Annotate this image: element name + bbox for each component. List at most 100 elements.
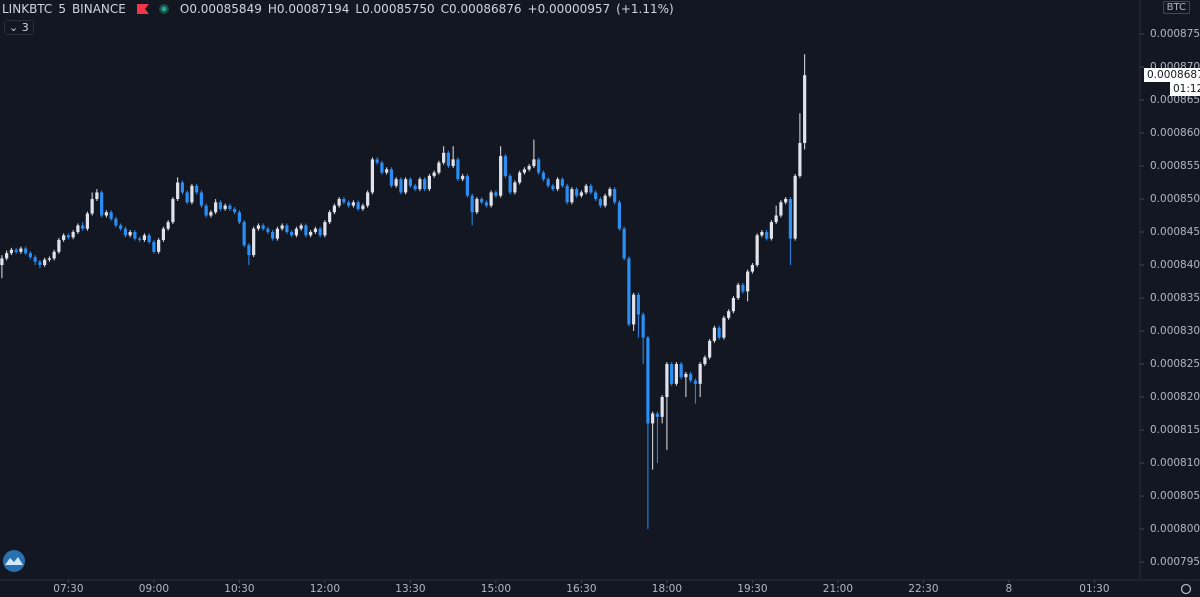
y-tick-label: 0.00079500 — [1150, 556, 1200, 568]
candle-body — [589, 185, 593, 193]
candle-body — [233, 208, 237, 213]
status-dot — [158, 4, 169, 14]
x-tick-label: 07:30 — [53, 583, 83, 595]
candle-body — [356, 202, 360, 209]
candle-body — [503, 156, 507, 176]
candle-body — [465, 175, 469, 196]
candle-body — [195, 185, 199, 193]
candle-body — [655, 413, 659, 417]
countdown: 01:12 — [1170, 82, 1200, 96]
candle-body — [389, 169, 393, 186]
candle-body — [28, 253, 32, 258]
candle-body — [375, 159, 379, 163]
y-tick-label: 0.00087500 — [1150, 28, 1200, 40]
x-tick-label: 18:00 — [652, 583, 682, 595]
candle-body — [323, 222, 327, 236]
settings-icon[interactable] — [1180, 583, 1192, 595]
candle-body — [166, 222, 170, 229]
candle-body — [133, 232, 137, 239]
candle-body — [788, 199, 792, 239]
candle-body — [271, 232, 275, 239]
candle-body — [565, 185, 569, 203]
candle-body — [180, 182, 184, 193]
candle-body — [636, 294, 640, 315]
x-tick-label: 13:30 — [395, 583, 425, 595]
candle-body — [138, 238, 142, 240]
candle-body — [318, 228, 322, 236]
y-tick-label: 0.00085000 — [1150, 193, 1200, 205]
change: +0.00000957 — [527, 2, 611, 16]
candle-body — [85, 213, 89, 229]
candle-body — [209, 212, 213, 216]
candle-body — [712, 327, 716, 341]
candle-body — [157, 239, 161, 252]
candle-body — [5, 253, 9, 259]
candle-body — [427, 175, 431, 190]
candle-body — [47, 258, 51, 260]
candle-body — [617, 202, 621, 229]
candle-body — [142, 235, 146, 240]
candle-body — [399, 179, 403, 193]
candle-body — [190, 185, 194, 203]
x-tick-label: 01:30 — [1079, 583, 1109, 595]
y-tick-label: 0.00080000 — [1150, 523, 1200, 535]
legend-value: 0.00085849 — [189, 2, 262, 16]
candle-body — [518, 172, 522, 183]
candle-body — [161, 228, 165, 240]
candle-body — [218, 202, 222, 209]
candle-body — [613, 189, 617, 203]
candle-body — [19, 248, 23, 252]
candle-body — [750, 265, 754, 272]
candle-body — [451, 159, 455, 167]
candle-body — [380, 162, 384, 173]
candle-body — [351, 202, 355, 206]
candle-body — [670, 364, 674, 384]
candle-body — [33, 257, 37, 262]
legend-label: O — [179, 2, 190, 16]
last-price-label: 0.00086876 — [1144, 68, 1200, 82]
candle-body — [494, 192, 498, 196]
candle-body — [632, 294, 636, 325]
interval[interactable]: 5 — [58, 2, 66, 16]
flag-icon[interactable] — [136, 3, 150, 15]
candle-body — [309, 232, 313, 236]
candle-body — [408, 179, 412, 186]
currency[interactable]: BTC — [1162, 1, 1190, 14]
candle-body — [660, 397, 664, 417]
candle-body — [313, 228, 317, 233]
candle-body — [423, 179, 427, 190]
candle-body — [722, 317, 726, 338]
indicator-count: 3 — [21, 21, 29, 34]
symbol[interactable]: LINKBTC — [2, 2, 53, 16]
candle-body — [214, 202, 218, 213]
candle-body — [285, 225, 289, 233]
candle-body — [769, 222, 773, 239]
indicators-toggle[interactable]: ⌄ 3 — [4, 20, 34, 35]
x-tick-label: 8 — [1006, 583, 1013, 595]
candle-body — [727, 311, 731, 318]
candle-body — [731, 298, 735, 312]
candle-body — [171, 199, 175, 223]
candle-body — [541, 172, 545, 180]
candle-body — [223, 205, 227, 209]
candle-body — [147, 235, 151, 242]
x-tick-label: 16:30 — [566, 583, 596, 595]
candle-body — [579, 192, 583, 196]
candle-body — [594, 192, 598, 200]
y-tick-label: 0.00080500 — [1150, 490, 1200, 502]
candle-body — [76, 225, 80, 233]
candle-body — [261, 225, 265, 229]
candle-body — [603, 195, 607, 206]
candle-body — [242, 222, 246, 246]
candle-body — [446, 152, 450, 167]
exchange: BINANCE — [71, 2, 126, 16]
y-tick-label: 0.00081500 — [1150, 424, 1200, 436]
header: LINKBTC 5 BINANCE O 0.00085849 H 0.0008719… — [2, 2, 680, 16]
y-tick-label: 0.00084000 — [1150, 259, 1200, 271]
x-tick-label: 22:30 — [908, 583, 938, 595]
candle-body — [66, 235, 70, 238]
candle-body — [337, 199, 341, 206]
candle-body — [62, 235, 66, 240]
candle-body — [480, 199, 484, 203]
logo[interactable] — [3, 550, 25, 572]
